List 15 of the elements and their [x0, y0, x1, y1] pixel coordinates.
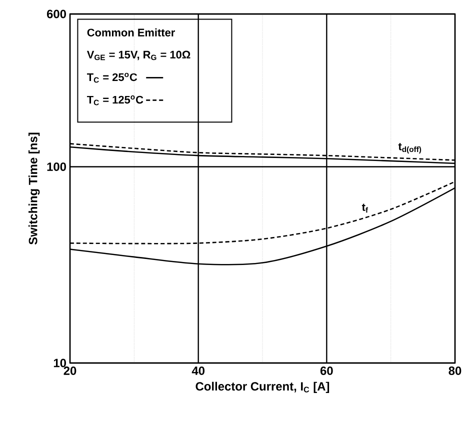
- legend-label: T$_{C}$ = 25$^{o}$C: [87, 72, 138, 83]
- x-axis-title: Collector Current, I$_{C}$ [A]: [196, 382, 330, 393]
- y-tick-label: 600: [46, 10, 66, 18]
- annotation: t$_{d(off)}$: [398, 143, 422, 154]
- annotation: V$_{GE}$ = 15V, R$_{G}$ = 10Ω: [86, 50, 190, 60]
- y-tick-label: 10: [54, 358, 66, 368]
- y-axis-title: Switching Time [ns]: [28, 132, 40, 244]
- x-tick-label: 60: [320, 366, 333, 375]
- legend-label: T$_{C}$ = 125$^{o}$C: [87, 95, 144, 106]
- x-tick-label: 20: [64, 366, 76, 375]
- x-tick-label: 40: [192, 366, 204, 375]
- x-tick-label: 80: [448, 366, 462, 375]
- y-tick-label: 100: [47, 162, 66, 171]
- annotation: t$_{f}$: [362, 204, 368, 213]
- annotation: Common Emitter: [87, 28, 175, 36]
